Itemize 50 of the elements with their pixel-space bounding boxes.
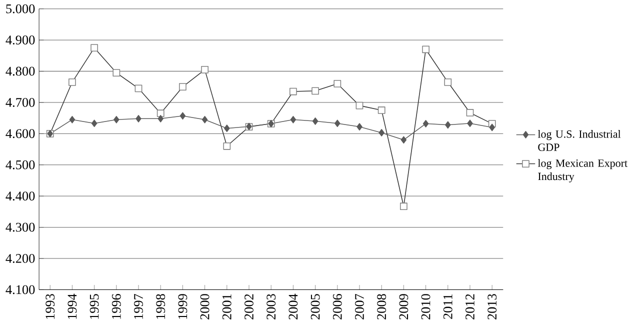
- x-tick-label: 1993: [46, 294, 55, 320]
- x-tick-label: 1994: [68, 294, 77, 320]
- point: [158, 115, 164, 123]
- y-tick-label: 4.700: [6, 98, 35, 108]
- x-tick-label: 1996: [112, 294, 121, 320]
- point: [136, 115, 142, 123]
- y-tick-label: 4.600: [6, 129, 35, 138]
- y-tick-label: 4.300: [6, 223, 35, 232]
- point: [422, 120, 429, 128]
- legend-label: log Mexican Export Industry: [538, 159, 628, 183]
- x-tick-label: 2013: [488, 294, 497, 320]
- point: [445, 121, 451, 129]
- point: [180, 112, 186, 120]
- x-tick-label: 2000: [200, 294, 210, 320]
- y-tick-label: 4.200: [6, 254, 35, 264]
- y-tick-label: 4.400: [6, 192, 35, 201]
- x-tick-label: 2002: [244, 294, 254, 320]
- x-tick-label: 1998: [156, 294, 166, 320]
- point: [400, 136, 407, 144]
- x-tick-label: 2006: [332, 294, 342, 320]
- point: [114, 116, 120, 124]
- y-tick-label: 5.000: [6, 4, 35, 14]
- x-tick-label: 1995: [90, 294, 99, 320]
- x-tick-label: 2010: [421, 294, 430, 320]
- y-tick-label: 4.100: [6, 285, 35, 294]
- y-tick-label: 4.500: [6, 160, 35, 170]
- x-tick-label: 1999: [178, 294, 188, 320]
- point: [356, 123, 362, 131]
- x-tick-label: 2003: [266, 294, 276, 320]
- point: [69, 116, 76, 124]
- point: [489, 124, 495, 132]
- x-tick-label: 2005: [310, 294, 320, 320]
- point: [378, 129, 384, 137]
- point: [312, 118, 318, 126]
- x-tick-label: 2007: [355, 294, 364, 320]
- y-tick-label: 4.900: [6, 36, 35, 45]
- x-tick-label: 2001: [222, 294, 232, 320]
- point: [91, 120, 98, 128]
- x-tick-label: 2012: [466, 294, 474, 320]
- point: [224, 124, 230, 132]
- point: [334, 120, 340, 128]
- point: [290, 116, 296, 124]
- x-tick-label: 2011: [443, 294, 452, 320]
- x-tick-label: 2008: [377, 294, 386, 320]
- x-tick-label: 2009: [399, 294, 408, 320]
- point: [467, 120, 473, 128]
- x-tick-label: 1997: [134, 294, 143, 320]
- x-tick-label: 2004: [288, 294, 298, 320]
- y-tick-label: 4.800: [6, 66, 35, 76]
- point: [202, 116, 208, 124]
